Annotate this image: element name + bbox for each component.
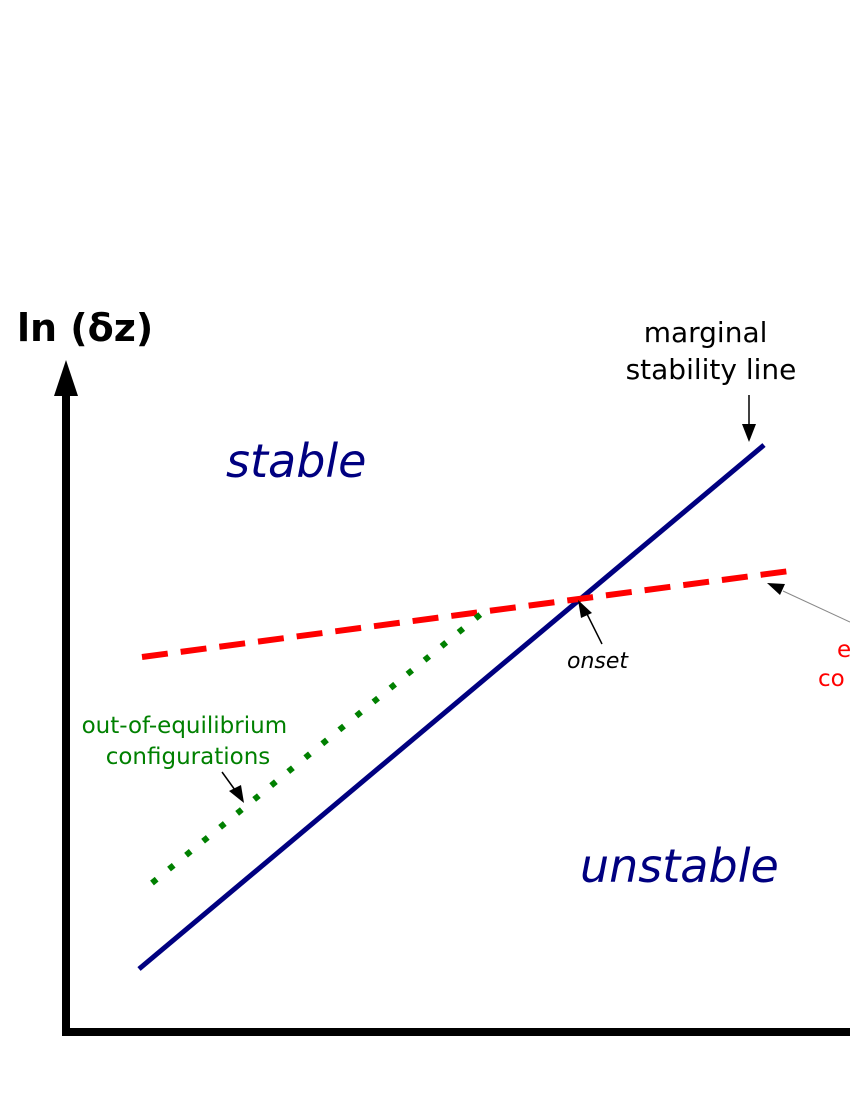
equilibrium-label: e co (818, 637, 850, 692)
equilibrium-label-line2: co (818, 666, 845, 692)
region-unstable-label: unstable (580, 839, 779, 893)
onset-pointer (586, 613, 603, 645)
y-axis-label: ln (δz) (17, 306, 153, 350)
onset-pointer-head (578, 600, 592, 618)
y-axis-arrowhead (54, 360, 78, 396)
equilibrium-label-line1: e (837, 637, 850, 663)
out-of-equilibrium-pointer (221, 771, 236, 791)
marginal-line-pointer-head (742, 424, 756, 442)
out-of-equilibrium-label-line1: out-of-equilibrium (82, 713, 288, 739)
marginal-stability-line (137, 443, 766, 971)
marginal-line-label: marginal stability line (626, 316, 797, 386)
out-of-equilibrium-pointer-head (229, 785, 244, 803)
marginal-line-label-line2: stability line (626, 353, 797, 386)
region-stable-label: stable (226, 434, 366, 488)
marginal-line-label-line1: marginal (644, 316, 768, 349)
equilibrium-pointer-head (767, 583, 785, 595)
out-of-equilibrium-label: out-of-equilibrium configurations (82, 713, 295, 770)
onset-label: onset (567, 649, 629, 674)
equilibrium-line (141, 567, 798, 660)
out-of-equilibrium-label-line2: configurations (106, 744, 271, 770)
equilibrium-pointer (782, 590, 850, 623)
